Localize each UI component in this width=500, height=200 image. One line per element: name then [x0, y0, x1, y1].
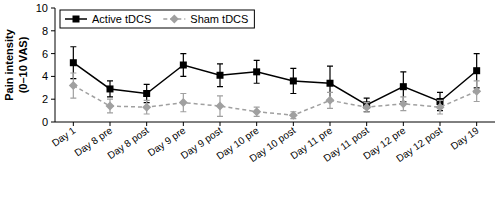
x-tick [330, 122, 331, 126]
marker [472, 87, 481, 96]
y-tick-label: 4 [42, 70, 48, 82]
marker [399, 99, 408, 108]
error-bar [217, 64, 223, 87]
marker [69, 81, 78, 90]
y-tick [51, 76, 55, 77]
x-tick-label: Day 11 post [321, 125, 371, 164]
x-axis [55, 122, 495, 123]
x-tick [440, 122, 441, 126]
x-tick-label: Day 12 post [394, 125, 444, 165]
error-bar [290, 68, 296, 93]
y-axis-title: (0–10 VAS) [17, 36, 29, 93]
marker [70, 59, 77, 66]
x-tick-label: Day 1 [50, 124, 78, 148]
y-tick-label: 10 [36, 2, 48, 14]
x-tick [73, 122, 74, 126]
marker [327, 80, 334, 87]
marker [326, 96, 335, 105]
marker [179, 98, 188, 107]
legend: Active tDCS Sham tDCS [60, 10, 254, 28]
marker [143, 90, 150, 97]
plot-area [69, 47, 481, 120]
marker [290, 77, 297, 84]
marker [252, 107, 261, 116]
y-tick [51, 99, 55, 100]
marker [289, 111, 298, 120]
y-tick-label: 2 [42, 93, 48, 105]
error-bar [254, 60, 260, 83]
y-tick [51, 30, 55, 31]
x-tick [403, 122, 404, 126]
legend-marker [73, 16, 80, 23]
x-tick [110, 122, 111, 126]
marker [216, 102, 225, 111]
marker [473, 67, 480, 74]
x-tick [256, 122, 257, 126]
y-tick-label: 6 [42, 48, 48, 60]
marker [362, 103, 371, 112]
x-tick [293, 122, 294, 126]
legend-box [60, 10, 254, 28]
legend-label: Sham tDCS [190, 13, 248, 25]
y-tick [51, 53, 55, 54]
marker [400, 83, 407, 90]
x-tick [183, 122, 184, 126]
series-line [73, 63, 476, 105]
marker [106, 102, 115, 111]
marker [217, 72, 224, 79]
error-bar [180, 54, 186, 77]
error-bar [107, 81, 113, 97]
marker [253, 68, 260, 75]
marker [142, 103, 151, 112]
marker [436, 103, 445, 112]
x-tick-label: Day 10 post [247, 125, 297, 165]
y-tick [51, 122, 55, 123]
y-axis-title: Pain intensity [3, 28, 15, 100]
legend-marker [170, 15, 179, 24]
x-tick-label: Day 8 post [105, 125, 151, 162]
x-tick-label: Day 19 [449, 124, 482, 151]
series-line [73, 86, 476, 116]
y-axis [55, 8, 56, 122]
marker [107, 85, 114, 92]
x-tick [146, 122, 147, 126]
marker [180, 62, 187, 69]
y-tick-label: 0 [42, 116, 48, 128]
x-tick [476, 122, 477, 126]
x-tick [366, 122, 367, 126]
legend-label: Active tDCS [92, 13, 151, 25]
chart: 0 2 4 6 8 10 Pain intensity(0–10 VAS) Day 1 Day … [0, 0, 500, 200]
x-tick [220, 122, 221, 126]
y-tick-label: 8 [42, 25, 48, 37]
y-tick [51, 8, 55, 9]
